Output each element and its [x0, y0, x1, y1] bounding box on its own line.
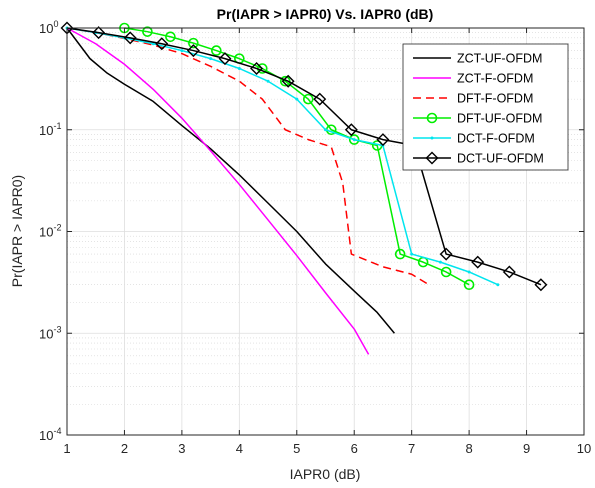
- circle-marker: [302, 93, 314, 105]
- legend-item-dct-f-ofdm: DCT-F-OFDM: [413, 132, 535, 146]
- legend-item-dft-uf-ofdm: DFT-UF-OFDM: [413, 112, 542, 126]
- dot-marker: [180, 49, 184, 53]
- dot-marker: [438, 260, 442, 264]
- series-zct-f-ofdm: [66, 27, 370, 355]
- dot-marker: [324, 128, 327, 132]
- diamond-marker: [425, 151, 439, 165]
- diamond-marker: [502, 265, 516, 279]
- series-line-zct-uf-ofdm: [66, 27, 396, 334]
- circle-marker: [440, 266, 452, 278]
- circle-marker: [142, 26, 153, 37]
- legend-item-zct-f-ofdm: ZCT-F-OFDM: [413, 72, 533, 86]
- ticks: 1 2 3 4 5 6 7 8 9 10 100 10-1 10-2 10-3 10-4: [39, 19, 591, 456]
- circle-marker: [188, 37, 199, 49]
- circle-marker: [165, 31, 176, 43]
- diamond-marker: [123, 31, 137, 45]
- diamond-marker: [376, 133, 390, 147]
- dot-marker: [266, 79, 270, 83]
- x-tick-label: 10: [577, 441, 591, 456]
- dot-marker: [467, 270, 471, 274]
- diamond-marker: [313, 92, 327, 106]
- diamond-marker: [92, 26, 106, 40]
- dot-marker: [295, 97, 299, 101]
- circle-marker: [426, 112, 438, 124]
- legend-item-zct-uf-ofdm: ZCT-UF-OFDM: [413, 52, 542, 66]
- circle-marker: [348, 134, 360, 145]
- legend-label: DFT-F-OFDM: [457, 92, 533, 106]
- x-tick-label: 3: [178, 441, 185, 456]
- x-axis-label: IAPR0 (dB): [290, 466, 361, 482]
- x-tick-label: 7: [408, 441, 415, 456]
- dot-marker: [496, 283, 500, 287]
- y-tick-label: 10-2: [39, 223, 61, 240]
- circle-marker: [394, 248, 406, 260]
- x-tick-label: 2: [121, 441, 128, 456]
- y-tick-label: 100: [39, 19, 58, 36]
- y-axis-label: Pr(IAPR > IAPR0): [9, 175, 25, 287]
- dot-marker: [209, 57, 213, 61]
- circle-marker: [211, 45, 222, 56]
- x-tick-label: 1: [63, 441, 70, 456]
- circle-marker: [279, 75, 291, 87]
- x-tick-label: 5: [293, 441, 300, 456]
- dot-marker: [410, 252, 414, 256]
- circle-marker: [463, 279, 475, 291]
- series-line-dft-uf-ofdm: [124, 27, 470, 286]
- dot-marker: [352, 138, 356, 142]
- legend: ZCT-UF-OFDM ZCT-F-OFDM DFT-F-OFDM DFT-UF-OF…: [402, 43, 569, 171]
- x-tick-label: 8: [465, 441, 472, 456]
- diamond-marker: [471, 255, 485, 269]
- dot-marker: [430, 136, 434, 140]
- diamond-marker: [534, 278, 548, 292]
- dot-marker: [237, 66, 241, 70]
- diamond-marker: [186, 44, 200, 58]
- y-tick-label: 10-1: [39, 121, 61, 138]
- diamond-marker: [281, 74, 295, 88]
- legend-label: DCT-UF-OFDM: [457, 152, 544, 166]
- series-line-zct-f-ofdm: [66, 27, 370, 355]
- diamond-marker: [155, 37, 169, 51]
- series-line-dct-uf-ofdm: [66, 27, 542, 286]
- diamond-marker: [344, 123, 358, 137]
- series-layer: [60, 21, 548, 355]
- series-line-dct-f-ofdm: [66, 27, 499, 286]
- diamond-marker: [218, 52, 232, 66]
- diamond-marker: [250, 62, 264, 75]
- diamond-marker: [439, 247, 453, 261]
- legend-item-dct-uf-ofdm: DCT-UF-OFDM: [413, 152, 544, 166]
- legend-label: ZCT-UF-OFDM: [457, 52, 542, 66]
- legend-label: DCT-F-OFDM: [457, 132, 535, 146]
- legend-item-dft-f-ofdm: DFT-F-OFDM: [413, 92, 533, 106]
- series-zct-uf-ofdm: [66, 27, 396, 334]
- y-tick-label: 10-3: [39, 324, 61, 341]
- legend-label: DFT-UF-OFDM: [457, 112, 542, 126]
- y-tick-label: 10-4: [39, 426, 61, 443]
- legend-box: [402, 43, 569, 171]
- chart-title: Pr(IAPR > IAPR0) Vs. IAPR0 (dB): [217, 6, 434, 22]
- x-tick-label: 6: [351, 441, 358, 456]
- x-tick-label: 9: [523, 441, 530, 456]
- x-tick-label: 4: [236, 441, 243, 456]
- legend-label: ZCT-F-OFDM: [457, 72, 533, 86]
